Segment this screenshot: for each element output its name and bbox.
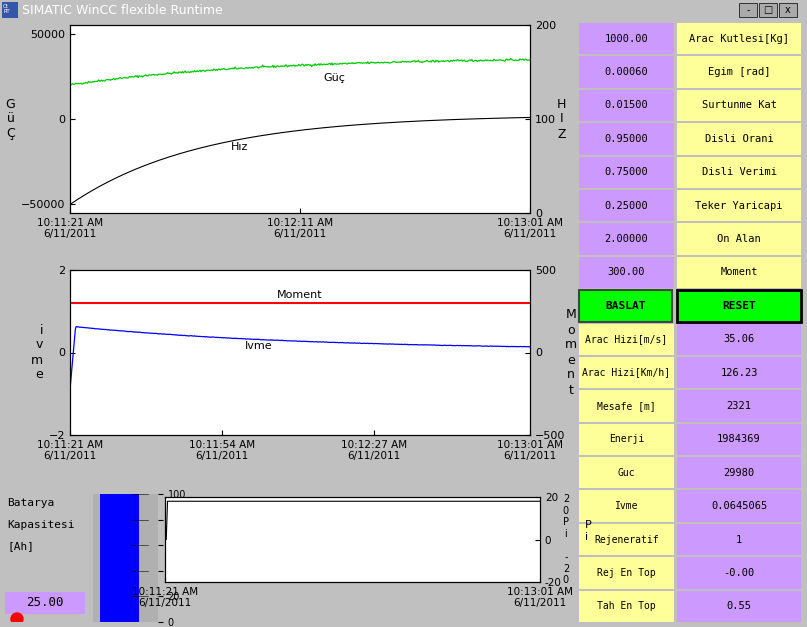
Text: Rejeneratif: Rejeneratif (594, 535, 659, 544)
Bar (579, 23, 674, 55)
Text: Mesafe [m]: Mesafe [m] (597, 401, 656, 411)
Bar (677, 357, 801, 388)
Text: Rej En Top: Rej En Top (597, 568, 656, 578)
Text: 0.01500: 0.01500 (604, 100, 648, 110)
Bar (677, 256, 801, 288)
Bar (677, 457, 801, 488)
Text: P
i: P i (585, 520, 592, 542)
Bar (579, 424, 674, 455)
Bar (779, 3, 797, 17)
Bar (677, 190, 801, 221)
Bar (99, 494, 139, 622)
Text: 126.23: 126.23 (721, 367, 758, 377)
Bar (677, 424, 801, 455)
Bar (579, 457, 674, 488)
Text: □: □ (763, 5, 772, 15)
Text: 1000.00: 1000.00 (604, 34, 648, 44)
Text: Surtunme Kat: Surtunme Kat (701, 100, 776, 110)
Text: Güç: Güç (323, 73, 345, 83)
Bar (677, 490, 801, 522)
Text: Arac Hizi[Km/h]: Arac Hizi[Km/h] (583, 367, 671, 377)
Bar (579, 524, 674, 556)
Bar (677, 223, 801, 255)
Text: Egim [rad]: Egim [rad] (708, 67, 770, 77)
Bar (677, 157, 801, 188)
Bar (677, 123, 801, 155)
Text: 0.00060: 0.00060 (604, 67, 648, 77)
Text: BASLAT: BASLAT (605, 301, 646, 311)
Y-axis label: i
v
m
e: i v m e (31, 324, 43, 381)
Text: Teker Yaricapi: Teker Yaricapi (696, 201, 783, 211)
Text: -: - (746, 5, 750, 15)
Bar (677, 524, 801, 556)
Bar (579, 256, 674, 288)
Bar (579, 490, 674, 522)
Bar (677, 557, 801, 589)
Text: Moment: Moment (721, 268, 758, 277)
Text: 0.55: 0.55 (726, 601, 751, 611)
Text: 29980: 29980 (723, 468, 755, 478)
Text: Ivme: Ivme (615, 501, 638, 511)
Bar (739, 3, 757, 17)
Bar (2, 2, 18, 18)
Text: On Alan: On Alan (717, 234, 761, 244)
Text: Ct
RT: Ct RT (3, 4, 10, 14)
Text: 1984369: 1984369 (717, 435, 761, 445)
Text: -0.00: -0.00 (723, 568, 755, 578)
Text: 0.0645065: 0.0645065 (711, 501, 767, 511)
Text: [Ah]: [Ah] (7, 541, 34, 551)
Text: Arac Kutlesi[Kg]: Arac Kutlesi[Kg] (689, 34, 789, 44)
Text: x: x (785, 5, 791, 15)
Text: 1: 1 (736, 535, 742, 544)
Text: Moment: Moment (277, 290, 323, 300)
Text: Tah En Top: Tah En Top (597, 601, 656, 611)
Text: 25.00: 25.00 (27, 596, 64, 609)
Bar (677, 390, 801, 422)
Y-axis label: M
o
m
e
n
t: M o m e n t (565, 308, 577, 396)
Bar (677, 56, 801, 88)
Bar (579, 390, 674, 422)
Text: 2.00000: 2.00000 (604, 234, 648, 244)
Text: SIMATIC WinCC flexible Runtime: SIMATIC WinCC flexible Runtime (22, 4, 223, 16)
Bar (677, 90, 801, 121)
Y-axis label: 2
0
P
i

-
2
0: 2 0 P i - 2 0 (562, 494, 569, 585)
Text: Disli Orani: Disli Orani (705, 134, 773, 144)
Y-axis label: G
ü
Ç: G ü Ç (6, 98, 15, 140)
Text: 0.25000: 0.25000 (604, 201, 648, 211)
Circle shape (11, 613, 23, 625)
Bar (579, 123, 674, 155)
Bar (579, 557, 674, 589)
Text: Ivme: Ivme (245, 341, 273, 351)
Bar (579, 190, 674, 221)
Bar (579, 357, 674, 388)
Bar (677, 591, 801, 622)
Bar (579, 157, 674, 188)
Bar (759, 3, 777, 17)
Bar (677, 23, 801, 55)
Text: 2321: 2321 (726, 401, 751, 411)
Bar (677, 290, 801, 322)
Text: Disli Verimi: Disli Verimi (701, 167, 776, 177)
Text: Kapasitesi: Kapasitesi (7, 520, 74, 530)
Bar (579, 90, 674, 121)
Text: Guc: Guc (617, 468, 635, 478)
Bar (5, 592, 85, 614)
Text: 300.00: 300.00 (608, 268, 646, 277)
Bar (579, 223, 674, 255)
Y-axis label: H
I
Z: H I Z (557, 98, 567, 140)
Text: Arac Hizi[m/s]: Arac Hizi[m/s] (585, 334, 667, 344)
Bar (579, 56, 674, 88)
Text: Enerji: Enerji (608, 435, 644, 445)
Text: 35.06: 35.06 (723, 334, 755, 344)
Bar (579, 324, 674, 355)
Text: 0.75000: 0.75000 (604, 167, 648, 177)
Text: Hız: Hız (231, 142, 249, 152)
Bar (579, 290, 672, 322)
Text: Batarya: Batarya (7, 498, 54, 508)
Text: 0.95000: 0.95000 (604, 134, 648, 144)
Text: RESET: RESET (722, 301, 756, 311)
Bar (579, 591, 674, 622)
Bar (677, 324, 801, 355)
